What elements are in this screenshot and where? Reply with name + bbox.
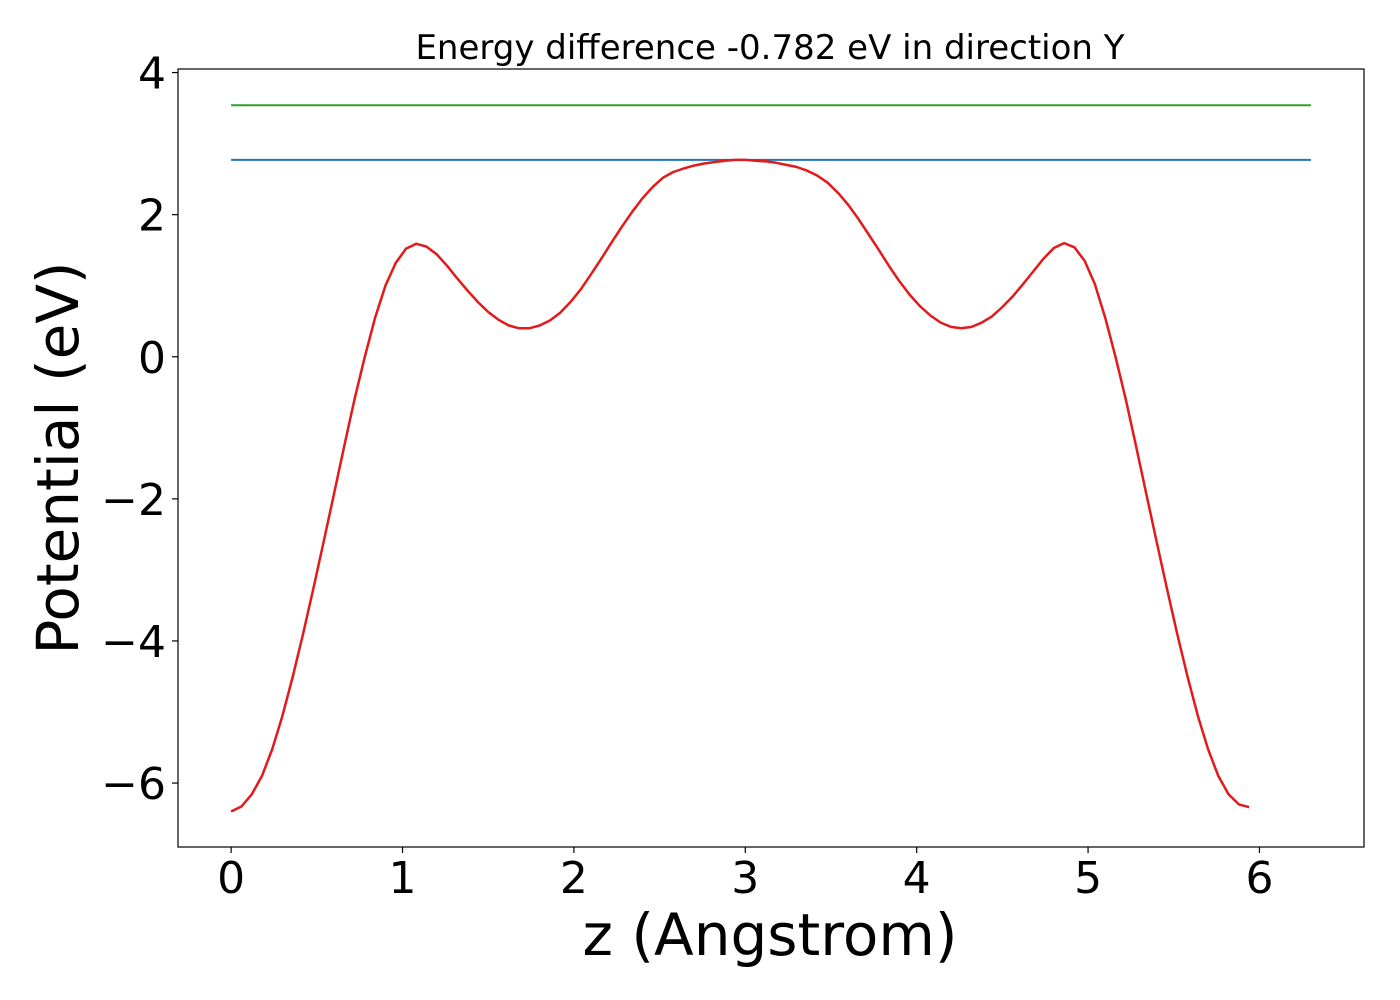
y-axis: −6 −4 −2 0 2 4 (101, 49, 178, 810)
y-tick-label: 0 (138, 333, 166, 384)
x-tick-label: 3 (731, 853, 759, 904)
x-tick-label: 0 (217, 853, 245, 904)
x-axis-label: z (Angstrom) (583, 901, 958, 969)
y-tick-label: 4 (138, 49, 166, 100)
y-tick-label: −4 (101, 617, 166, 668)
y-tick-label: −6 (101, 759, 166, 810)
y-axis-label: Potential (eV) (24, 261, 92, 654)
series-line-3 (230, 158, 1250, 813)
x-axis: 0 1 2 3 4 5 6 (217, 847, 1273, 904)
plot-frame (177, 68, 1365, 848)
x-tick-label: 4 (903, 853, 931, 904)
chart-title: Energy difference -0.782 eV in direction… (415, 28, 1124, 68)
x-tick-label: 1 (389, 853, 417, 904)
series-layer (230, 104, 1311, 813)
y-tick-label: 2 (138, 191, 166, 242)
x-tick-label: 6 (1245, 853, 1273, 904)
x-tick-label: 5 (1074, 853, 1102, 904)
y-tick-label: −2 (101, 475, 166, 526)
x-tick-label: 2 (560, 853, 588, 904)
